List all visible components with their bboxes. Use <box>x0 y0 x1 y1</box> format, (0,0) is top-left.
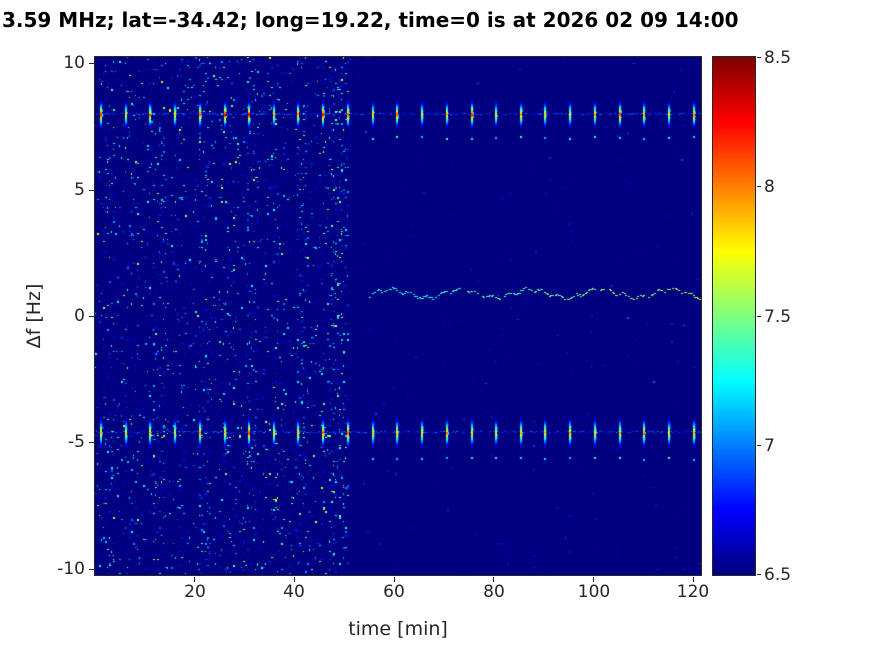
y-tick-mark <box>89 63 94 64</box>
y-tick-mark <box>89 569 94 570</box>
x-tick-label: 20 <box>184 582 206 602</box>
colorbar-tick-mark <box>757 316 761 317</box>
x-tick-label: 60 <box>383 582 405 602</box>
colorbar-tick-mark <box>757 574 761 575</box>
colorbar-tick-label: 8 <box>764 177 775 197</box>
colorbar-tick-mark <box>757 57 761 58</box>
y-tick-label: 5 <box>74 180 85 200</box>
x-tick-mark <box>194 577 195 582</box>
x-axis-label: time [min] <box>348 618 448 640</box>
x-tick-label: 40 <box>283 582 305 602</box>
y-tick-label: -5 <box>68 432 85 452</box>
x-tick-mark <box>493 577 494 582</box>
colorbar-tick-label: 6.5 <box>764 565 792 585</box>
spectrogram-canvas <box>95 57 701 575</box>
colorbar-tick-label: 8.5 <box>764 48 792 68</box>
colorbar <box>712 56 756 576</box>
x-tick-label: 80 <box>483 582 505 602</box>
colorbar-canvas <box>713 57 755 575</box>
colorbar-tick-label: 7 <box>764 436 775 456</box>
y-tick-label: 0 <box>74 306 85 326</box>
y-tick-mark <box>89 442 94 443</box>
y-tick-mark <box>89 316 94 317</box>
y-axis-label: Δf [Hz] <box>23 283 45 349</box>
x-tick-mark <box>693 577 694 582</box>
x-tick-mark <box>294 577 295 582</box>
colorbar-tick-mark <box>757 186 761 187</box>
colorbar-tick-label: 7.5 <box>764 307 792 327</box>
plot-area <box>94 56 702 576</box>
y-tick-label: -10 <box>57 559 85 579</box>
y-tick-label: 10 <box>63 53 85 73</box>
x-tick-mark <box>593 577 594 582</box>
x-tick-mark <box>394 577 395 582</box>
colorbar-tick-mark <box>757 445 761 446</box>
y-tick-mark <box>89 190 94 191</box>
x-tick-label: 120 <box>676 582 710 602</box>
plot-title: 3.59 MHz; lat=-34.42; long=19.22, time=0… <box>2 8 739 32</box>
x-tick-label: 100 <box>577 582 611 602</box>
